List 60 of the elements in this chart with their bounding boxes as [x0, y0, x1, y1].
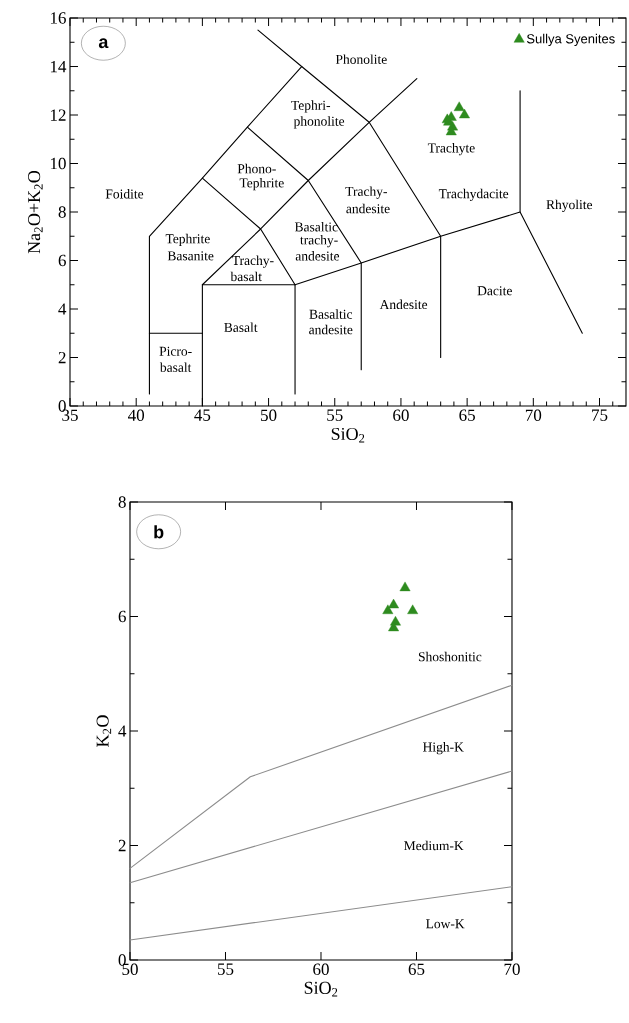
y-tick-label: 8 [58, 206, 66, 218]
y-tick-label: 2 [58, 351, 66, 364]
annotation: Trachydacite [438, 188, 509, 202]
x-tick-label: 55 [217, 963, 234, 975]
annotation: andesite [309, 324, 353, 335]
y-axis-title: Na$_{2}$O+K$_{2}$O [28, 170, 43, 254]
annotation: andesite [346, 203, 390, 214]
annotation: Basaltic [309, 309, 353, 319]
annotation: Basaltic [294, 222, 338, 232]
x-tick-label: 60 [313, 963, 329, 976]
annotation: Trachy- [345, 186, 387, 199]
x-tick-label: 40 [128, 409, 145, 422]
y-tick-label: 14 [50, 60, 67, 73]
legend-label: Sullya Syenites [526, 33, 615, 46]
y-tick-label: 6 [118, 610, 126, 623]
annotation: Shoshonitic [418, 651, 482, 662]
annotation: basalt [159, 362, 192, 372]
annotation: High-K [423, 742, 464, 755]
annotation: Tephri- [291, 100, 331, 113]
y-tick-label: 4 [58, 303, 67, 315]
x-tick-label: 45 [194, 409, 211, 421]
x-tick-label: 75 [592, 409, 608, 421]
x-axis-title: SiO$_{2}$ [304, 981, 338, 997]
annotation: Picro- [159, 346, 192, 356]
annotation: Dacite [477, 286, 512, 296]
y-tick-label: 12 [50, 109, 66, 121]
x-tick-label: 55 [327, 409, 343, 421]
annotation: basalt [230, 271, 262, 282]
y-tick-label: 6 [58, 254, 66, 267]
x-tick-label: 70 [504, 963, 520, 976]
annotation: Tephrite [165, 233, 210, 247]
y-tick-label: 2 [118, 839, 126, 852]
annotation: Medium-K [404, 840, 464, 851]
annotation: andesite [295, 251, 340, 261]
annotation: Tephrite [239, 177, 284, 191]
annotation: Trachyte [427, 143, 475, 156]
y-tick-label: 10 [50, 157, 66, 170]
x-axis-title: SiO$_{2}$ [331, 427, 365, 443]
annotation: Andesite [379, 299, 428, 310]
annotation: trachy- [300, 234, 338, 248]
annotation: Basanite [167, 251, 214, 261]
annotation: Low-K [426, 919, 465, 929]
y-axis-title: K$_{2}$O [96, 715, 112, 747]
y-tick-label: 16 [50, 12, 66, 24]
x-tick-label: 70 [525, 409, 542, 422]
annotation: Trachy- [232, 255, 274, 268]
x-tick-label: 50 [261, 409, 277, 422]
annotation: a [98, 38, 109, 49]
annotation: Rhyolite [546, 199, 593, 212]
y-tick-label: 4 [118, 725, 127, 737]
annotation: b [154, 525, 164, 539]
annotation: phonolite [293, 116, 345, 129]
x-tick-label: 60 [393, 409, 409, 422]
annotation: Phonolite [335, 54, 387, 64]
annotation: Basalt [224, 322, 258, 332]
x-tick-label: 65 [459, 409, 475, 421]
y-tick-label: 8 [118, 496, 126, 508]
annotation: Phono- [237, 163, 276, 174]
x-tick-label: 65 [408, 963, 425, 975]
annotation: Foidite [105, 189, 144, 199]
